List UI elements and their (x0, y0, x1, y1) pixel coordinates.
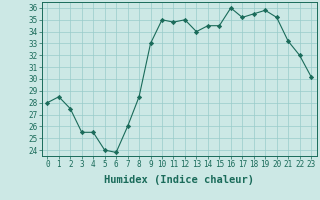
X-axis label: Humidex (Indice chaleur): Humidex (Indice chaleur) (104, 175, 254, 185)
